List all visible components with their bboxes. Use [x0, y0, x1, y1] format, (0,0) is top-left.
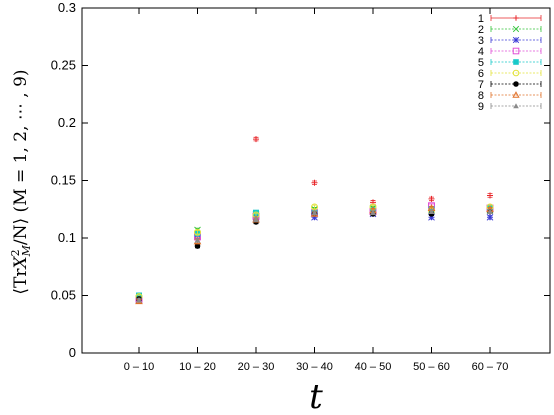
- marker: [253, 209, 259, 216]
- marker: [512, 91, 520, 98]
- x-tick-label: 60 – 70: [472, 361, 509, 373]
- legend-item-2: 2: [478, 24, 542, 36]
- marker: [311, 179, 318, 186]
- legend-item-6: 6: [478, 68, 542, 80]
- marker: [487, 208, 493, 214]
- x-tick-label: 40 – 50: [355, 361, 392, 373]
- marker: [512, 36, 520, 44]
- x-tick-label: 50 – 60: [413, 361, 450, 373]
- y-axis: 0 0.05 0.1 0.15 0.2 0.25 0.3: [51, 0, 550, 360]
- legend-item-4: 4: [478, 46, 542, 58]
- y-tick-label: 0.1: [58, 230, 76, 245]
- marker: [311, 209, 318, 216]
- marker: [513, 81, 519, 87]
- legend-label: 3: [478, 35, 484, 47]
- marker: [428, 195, 435, 202]
- legend-label: 9: [478, 101, 484, 113]
- y-axis-title-sup: 2: [9, 249, 22, 256]
- series-3: [135, 210, 494, 304]
- series-9: [136, 208, 493, 303]
- y-tick-label: 0.05: [51, 288, 76, 303]
- x-axis-title: t: [309, 377, 323, 415]
- x-tick-label: 0 – 10: [124, 361, 155, 373]
- marker: [253, 136, 259, 143]
- series-7: [136, 208, 493, 302]
- legend-item-7: 7: [478, 79, 542, 91]
- error-bar: [312, 204, 317, 210]
- error-bar: [195, 230, 200, 235]
- marker: [487, 192, 493, 199]
- legend-label: 8: [478, 90, 484, 102]
- y-axis-title-rest: /N⟩ (M = 1, 2, ⋯ , 9): [11, 69, 31, 245]
- marker: [194, 243, 201, 249]
- x-axis: 0 – 10 10 – 20 20 – 30 30 – 40 40 – 50 50 – 6…: [124, 8, 509, 373]
- marker: [512, 47, 520, 55]
- legend-label: 4: [478, 46, 484, 58]
- y-axis-title: ⟨TrX2M/N⟩ (M = 1, 2, ⋯ , 9): [9, 69, 33, 294]
- x-tick-label: 30 – 40: [296, 361, 333, 373]
- y-tick-label: 0.15: [51, 173, 76, 188]
- marker: [513, 59, 519, 65]
- y-tick-label: 0.25: [51, 58, 76, 73]
- marker: [136, 297, 142, 303]
- y-axis-title-x: X: [11, 255, 31, 270]
- y-axis-title-open: ⟨Tr: [11, 268, 31, 295]
- marker: [194, 237, 201, 243]
- series-layer: [135, 136, 494, 305]
- legend-item-9: 9: [478, 101, 542, 113]
- y-tick-label: 0.3: [58, 0, 76, 15]
- y-axis-title-sub: M: [20, 244, 33, 257]
- legend-item-5: 5: [478, 57, 542, 69]
- legend-label: 5: [478, 57, 484, 69]
- marker: [370, 209, 376, 216]
- x-tick-label: 20 – 30: [238, 361, 275, 373]
- marker: [428, 213, 435, 221]
- y-tick-label: 0.2: [58, 115, 76, 130]
- marker: [512, 25, 520, 33]
- y-tick-label: 0: [69, 345, 76, 360]
- marker: [513, 103, 519, 109]
- legend-item-1: 1: [478, 13, 542, 25]
- marker: [512, 69, 520, 77]
- legend-label: 2: [478, 24, 484, 36]
- marker: [428, 208, 435, 214]
- marker: [311, 213, 318, 221]
- legend-label: 7: [478, 79, 484, 91]
- legend-label: 6: [478, 68, 484, 80]
- legend-item-8: 8: [478, 90, 542, 102]
- legend-item-3: 3: [478, 35, 542, 47]
- marker: [194, 228, 201, 236]
- x-tick-label: 10 – 20: [179, 361, 216, 373]
- marker: [486, 213, 494, 221]
- marker: [513, 15, 519, 21]
- legend-label: 1: [478, 13, 484, 25]
- marker: [253, 216, 259, 222]
